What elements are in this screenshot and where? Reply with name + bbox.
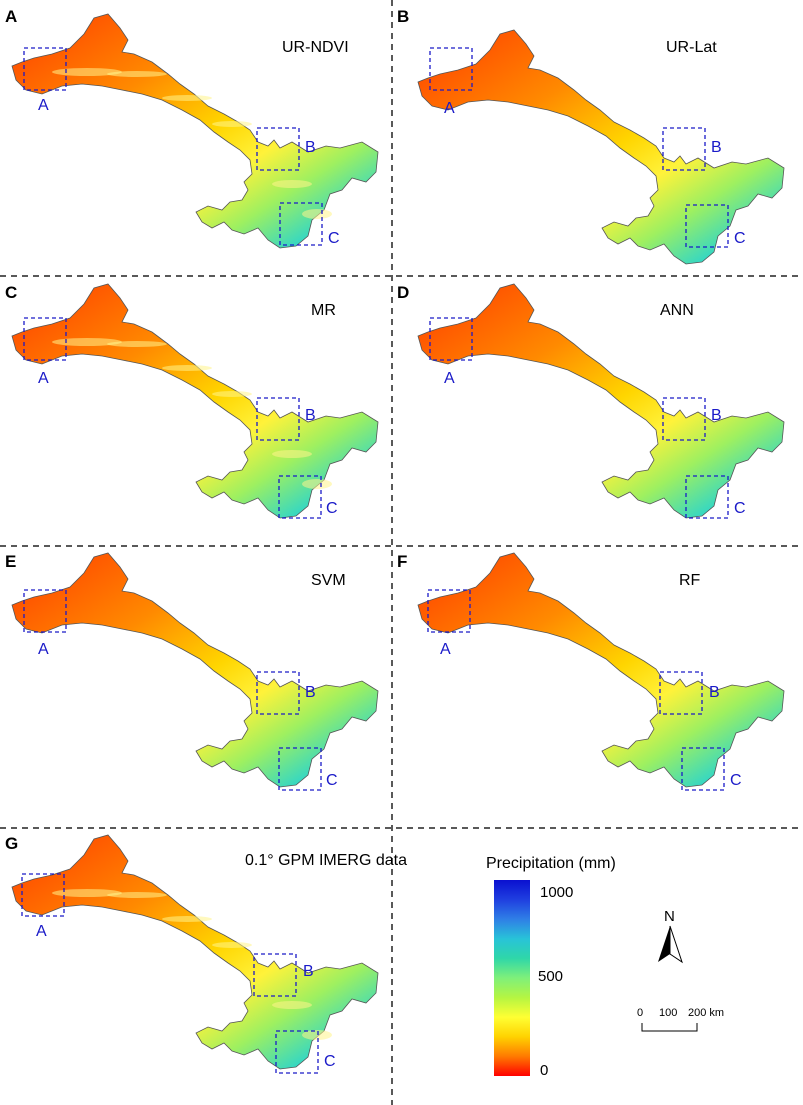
focus-box-a: [23, 47, 67, 91]
focus-box-label: B: [711, 407, 722, 424]
focus-box-label: B: [711, 139, 722, 156]
legend-title: Precipitation (mm): [486, 855, 616, 872]
panel-title: SVM: [311, 572, 346, 589]
focus-box-label: B: [305, 139, 316, 156]
scale-label-200: 200 km: [688, 1007, 724, 1019]
scale-label-100: 100: [659, 1007, 677, 1019]
panel-title: UR-NDVI: [282, 39, 349, 56]
focus-box-b: [256, 127, 300, 171]
focus-box-b: [256, 671, 300, 715]
panel-letter: E: [5, 552, 16, 571]
region-map: [11, 834, 379, 1070]
map-panels: AUR-NDVIABCBUR-LatABCCMRABCDANNABCESVMAB…: [5, 7, 785, 1074]
focus-box-label: A: [38, 97, 49, 114]
scale-label-0: 0: [637, 1007, 643, 1019]
legend-tick-mid: 500: [538, 968, 563, 985]
focus-box-c: [278, 747, 322, 791]
scale-bar: 0 100 200 km: [637, 1007, 724, 1032]
panel-title: MR: [311, 302, 336, 319]
panel-letter: B: [397, 7, 409, 26]
focus-box-a: [429, 317, 473, 361]
region-map: [417, 552, 785, 788]
focus-box-a: [429, 47, 473, 91]
focus-box-c: [685, 475, 729, 519]
precipitation-legend: Precipitation (mm) 1000 500 0: [486, 855, 616, 1079]
panel-letter: F: [397, 552, 407, 571]
panel-title: 0.1° GPM IMERG data: [245, 852, 407, 869]
legend-color-ramp: [494, 880, 530, 1076]
focus-box-a: [21, 873, 65, 917]
focus-box-label: A: [38, 370, 49, 387]
focus-box-c: [278, 475, 322, 519]
focus-box-c: [681, 747, 725, 791]
panel-title: ANN: [660, 302, 694, 319]
focus-box-b: [662, 127, 706, 171]
map-panel-f: F RF A B C: [397, 552, 785, 791]
legend-tick-min: 0: [540, 1062, 548, 1079]
map-panel-a: A UR-NDVI A B C: [5, 7, 379, 249]
north-arrow-icon: N: [658, 908, 683, 964]
region-map: [417, 283, 785, 519]
focus-box-label: C: [730, 772, 742, 789]
focus-box-label: B: [303, 963, 314, 980]
focus-box-label: A: [36, 923, 47, 940]
focus-box-c: [275, 1030, 319, 1074]
map-panel-e: E SVM A B C: [5, 552, 379, 791]
focus-box-a: [23, 589, 67, 633]
panel-title: UR-Lat: [666, 39, 717, 56]
focus-box-c: [279, 202, 323, 246]
focus-box-label: C: [734, 230, 746, 247]
map-panel-b: B UR-Lat A B C: [397, 7, 785, 265]
focus-box-label: A: [444, 370, 455, 387]
focus-box-a: [23, 317, 67, 361]
map-panel-c: C MR A B C: [5, 283, 379, 519]
region-map: [11, 283, 379, 519]
focus-box-label: A: [440, 641, 451, 658]
focus-box-label: B: [305, 407, 316, 424]
region-map: [11, 13, 379, 249]
focus-box-label: B: [305, 684, 316, 701]
focus-box-b: [659, 671, 703, 715]
north-label: N: [664, 908, 675, 925]
panel-letter: C: [5, 283, 17, 302]
region-map: [11, 552, 379, 788]
focus-box-b: [256, 397, 300, 441]
focus-box-b: [662, 397, 706, 441]
focus-box-label: A: [444, 100, 455, 117]
focus-box-label: C: [324, 1053, 336, 1070]
focus-box-label: C: [734, 500, 746, 517]
focus-box-a: [427, 589, 471, 633]
map-panel-d: D ANN A B C: [397, 283, 785, 519]
panel-letter: D: [397, 283, 409, 302]
region-map: [417, 29, 785, 265]
focus-box-label: B: [709, 684, 720, 701]
focus-box-label: C: [328, 230, 340, 247]
panel-title: RF: [679, 572, 701, 589]
map-panel-g: G 0.1° GPM IMERG data A B C: [5, 834, 407, 1074]
focus-box-label: C: [326, 772, 338, 789]
legend-tick-max: 1000: [540, 884, 573, 901]
panel-letter: A: [5, 7, 17, 26]
focus-box-b: [253, 953, 297, 997]
focus-box-label: A: [38, 641, 49, 658]
panel-letter: G: [5, 834, 18, 853]
focus-box-label: C: [326, 500, 338, 517]
focus-box-c: [685, 204, 729, 248]
